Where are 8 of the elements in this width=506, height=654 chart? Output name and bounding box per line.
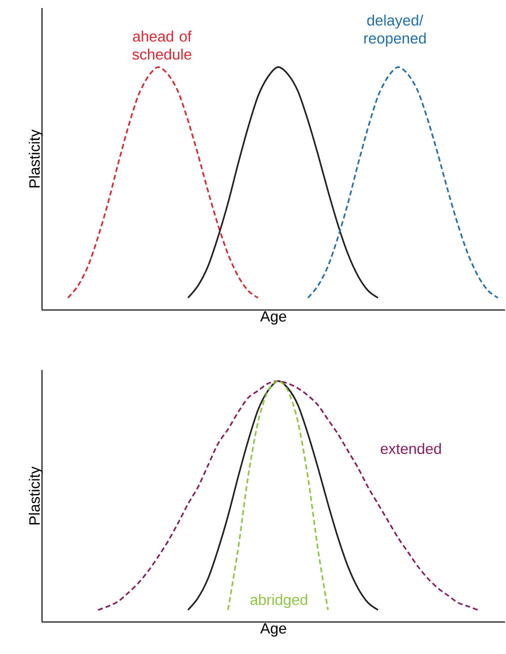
x-axis-title: Age (260, 623, 286, 637)
series-label: abridged (250, 594, 308, 608)
text: delayed/ reopened (364, 14, 426, 47)
x-axis-title: Age (260, 311, 286, 325)
y-axis-title: Plasticity (28, 129, 43, 188)
series-label: ahead of schedule (132, 30, 192, 60)
series-label: extended (380, 443, 441, 454)
y-axis-title: Plasticity (28, 466, 43, 524)
